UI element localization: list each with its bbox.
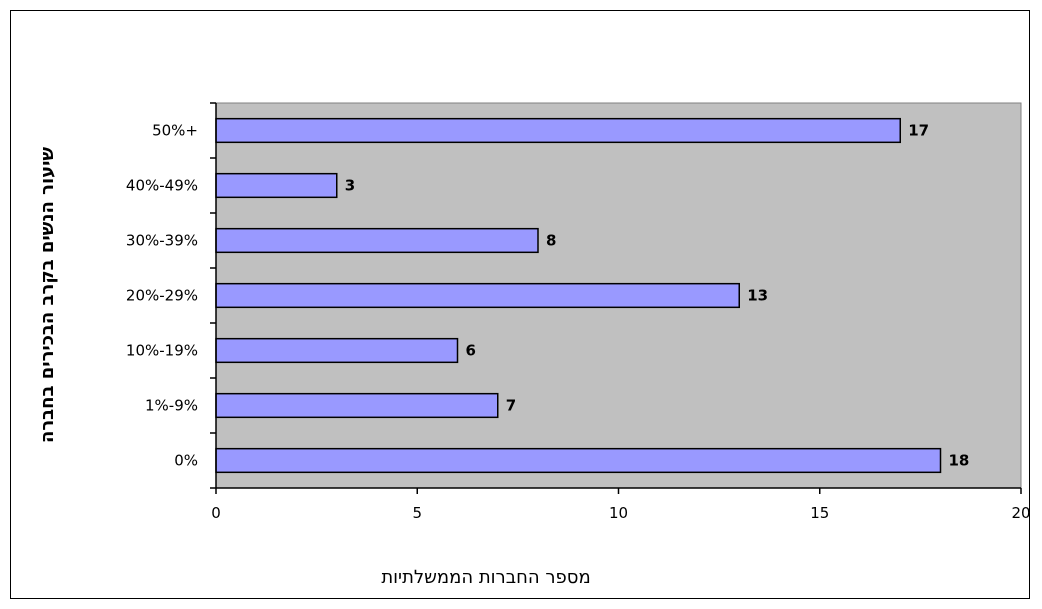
axes-layer	[210, 102, 1022, 494]
bar	[215, 447, 942, 474]
data-label: 8	[546, 232, 556, 250]
category-label: 10%-19%	[126, 342, 198, 360]
bar	[215, 117, 901, 144]
x-tick-label: 10	[609, 504, 628, 522]
bar-chart: 18 0% 7 1%-9% 6 10%-19% 13 20%-29% 8 30%-39% 3 40%-…	[37, 102, 1031, 588]
bar	[215, 392, 499, 419]
data-label: 3	[345, 177, 355, 195]
data-label: 18	[949, 452, 970, 470]
chart-frame: 18 0% 7 1%-9% 6 10%-19% 13 20%-29% 8 30%-39% 3 40%-…	[10, 10, 1031, 599]
category-label: 40%-49%	[126, 177, 198, 195]
bar	[215, 282, 740, 309]
y-axis-title: שיעור הנשים בקרב הבכירים בחברה	[37, 147, 58, 443]
labels-layer: 18 0% 7 1%-9% 6 10%-19% 13 20%-29% 8 30%-39% 3 40%-…	[126, 122, 1031, 523]
category-label: 0%	[174, 452, 198, 470]
data-label: 7	[506, 397, 516, 415]
category-label: 1%-9%	[145, 397, 198, 415]
x-tick-label: 15	[810, 504, 829, 522]
category-label: 30%-39%	[126, 232, 198, 250]
bar	[215, 227, 539, 254]
data-label: 17	[908, 122, 929, 140]
data-label: 13	[747, 287, 768, 305]
x-tick-label: 5	[412, 504, 422, 522]
bars-layer	[215, 117, 942, 474]
data-label: 6	[466, 342, 476, 360]
category-label: 50%+	[152, 122, 198, 140]
x-tick-label: 20	[1011, 504, 1030, 522]
x-tick-label: 0	[211, 504, 221, 522]
category-label: 20%-29%	[126, 287, 198, 305]
bar	[215, 337, 459, 364]
x-axis-title: מספר החברות הממשלתיות	[381, 567, 590, 588]
bar	[215, 172, 338, 199]
